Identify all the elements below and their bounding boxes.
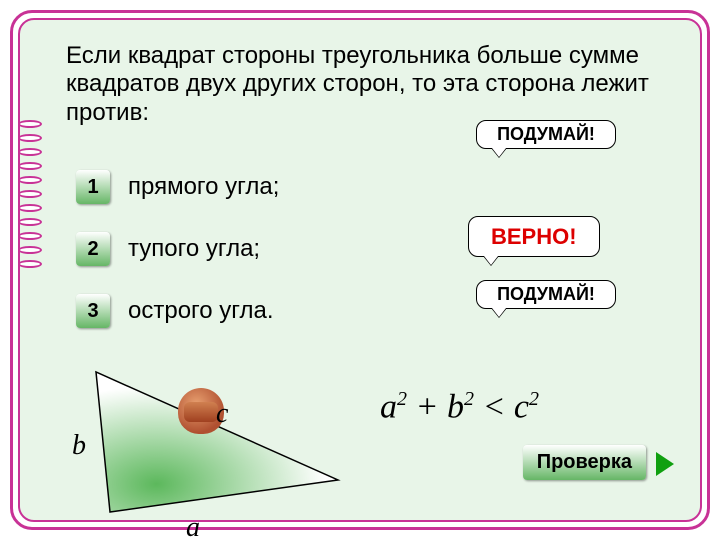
question-text: Если квадрат стороны треугольника больше…: [66, 42, 660, 127]
formula-c: c: [514, 388, 529, 425]
callout-think-2-text: ПОДУМАЙ!: [497, 284, 595, 304]
callout-think-1-text: ПОДУМАЙ!: [497, 124, 595, 144]
formula-exp-3: 2: [529, 388, 539, 410]
option-1-button[interactable]: 1: [76, 170, 110, 204]
triangle-diagram: b c a: [68, 352, 348, 532]
option-2-button[interactable]: 2: [76, 232, 110, 266]
formula: a2 + b2 < c2: [380, 388, 539, 426]
callout-think-2: ПОДУМАЙ!: [476, 280, 616, 309]
triangle-label-a: a: [186, 512, 200, 544]
callout-think-1: ПОДУМАЙ!: [476, 120, 616, 149]
formula-a: a: [380, 388, 397, 425]
option-2-row: 2 тупого угла;: [76, 232, 260, 266]
option-2-text: тупого угла;: [128, 235, 260, 263]
triangle-shape: [96, 372, 338, 512]
next-arrow-icon[interactable]: [656, 452, 674, 476]
option-3-row: 3 острого угла.: [76, 294, 274, 328]
formula-exp-1: 2: [397, 388, 407, 410]
option-1-text: прямого угла;: [128, 173, 279, 201]
formula-b: b: [447, 388, 464, 425]
formula-lt: <: [482, 388, 505, 425]
option-3-text: острого угла.: [128, 297, 274, 325]
triangle-label-c: c: [216, 398, 228, 430]
option-3-button[interactable]: 3: [76, 294, 110, 328]
triangle-svg: [68, 352, 348, 532]
spiral-binding: [18, 120, 44, 274]
formula-plus: +: [416, 388, 439, 425]
formula-exp-2: 2: [464, 388, 474, 410]
check-button[interactable]: Проверка: [523, 445, 646, 480]
triangle-label-b: b: [72, 430, 86, 462]
callout-correct-text: ВЕРНО!: [491, 224, 577, 249]
callout-correct: ВЕРНО!: [468, 216, 600, 257]
inner-frame: Если квадрат стороны треугольника больше…: [18, 18, 702, 522]
option-1-row: 1 прямого угла;: [76, 170, 279, 204]
